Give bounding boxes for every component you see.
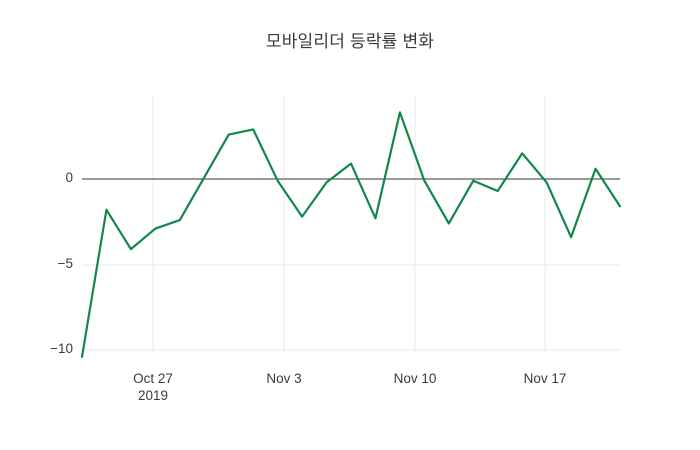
x-tick-label-secondary: 2019 [137, 388, 169, 403]
y-tick-label: −10 [50, 341, 73, 356]
x-tick-label-primary: Oct 27 [133, 371, 173, 386]
x-tick-label: Nov 17 [485, 370, 605, 387]
x-tick-label-primary: Nov 3 [266, 371, 302, 386]
horizontal-gridlines [82, 264, 620, 351]
x-tick-label-primary: Nov 17 [523, 371, 567, 386]
data-series-line [80, 111, 622, 358]
x-tick-label: Nov 3 [224, 370, 344, 387]
y-tick-label: 0 [65, 170, 73, 185]
x-tick-label-primary: Nov 10 [393, 371, 437, 386]
page-title: 모바일리더 등락률 변화 [265, 32, 435, 51]
vertical-gridlines [152, 96, 546, 352]
x-tick-label: Nov 10 [355, 370, 475, 387]
x-tick-label: Oct 27 2019 [93, 370, 213, 404]
gridlines-group [82, 96, 620, 352]
y-tick-label: −5 [57, 255, 73, 271]
